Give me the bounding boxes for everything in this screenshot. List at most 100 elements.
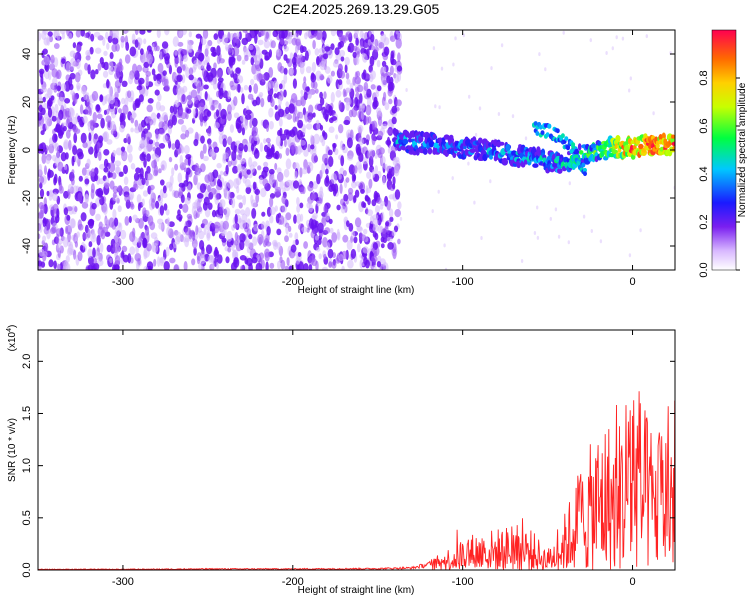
noise-mark — [277, 260, 281, 270]
noise-mark — [264, 248, 270, 258]
noise-mark — [347, 192, 353, 202]
noise-mark — [303, 76, 307, 84]
noise-mark — [198, 263, 203, 270]
noise-mark — [168, 156, 173, 163]
noise-mark — [219, 206, 225, 215]
noise-mark — [204, 174, 211, 184]
noise-mark — [290, 93, 298, 103]
noise-mark — [237, 83, 241, 93]
noise-mark — [319, 75, 325, 81]
noise-mark — [80, 132, 87, 144]
signal-mark — [432, 133, 437, 139]
noise-mark — [353, 45, 358, 52]
noise-mark — [176, 84, 181, 96]
noise-mark — [296, 54, 301, 65]
noise-mark — [304, 113, 309, 123]
noise-mark — [180, 133, 187, 140]
noise-mark — [322, 130, 326, 137]
noise-mark — [252, 236, 258, 246]
noise-mark — [53, 57, 59, 68]
noise-mark — [520, 259, 524, 263]
noise-mark — [283, 45, 289, 52]
y-multiplier: (x104) — [6, 325, 18, 352]
noise-mark — [369, 55, 375, 67]
noise-mark — [357, 124, 364, 133]
noise-mark — [195, 225, 199, 236]
noise-mark — [217, 77, 224, 83]
noise-mark — [207, 184, 211, 193]
noise-mark — [120, 146, 126, 152]
noise-mark — [74, 206, 78, 213]
noise-mark — [112, 30, 119, 39]
signal-mark — [502, 158, 508, 166]
noise-mark — [71, 116, 78, 125]
signal-mark — [574, 154, 579, 160]
noise-mark — [372, 100, 378, 110]
noise-mark — [56, 69, 62, 80]
noise-mark — [130, 163, 136, 170]
noise-mark — [145, 131, 152, 140]
noise-mark — [222, 220, 229, 230]
noise-mark — [134, 39, 139, 48]
noise-mark — [182, 64, 186, 71]
noise-mark — [265, 31, 269, 39]
noise-mark — [210, 187, 217, 195]
y-tick-label: 20 — [21, 96, 33, 108]
noise-mark — [319, 124, 324, 131]
signal-mark — [402, 138, 409, 145]
noise-mark — [39, 188, 45, 198]
noise-mark — [99, 163, 106, 170]
noise-mark — [108, 85, 112, 97]
noise-mark — [292, 61, 297, 69]
noise-mark — [132, 214, 138, 221]
noise-mark — [454, 36, 457, 41]
noise-mark — [319, 97, 325, 106]
noise-mark — [93, 257, 97, 265]
signal-mark — [477, 137, 483, 144]
noise-mark — [305, 66, 312, 74]
noise-mark — [53, 176, 57, 186]
noise-mark — [254, 188, 260, 195]
noise-mark — [60, 152, 67, 162]
noise-mark — [346, 78, 351, 85]
noise-mark — [38, 31, 42, 42]
noise-mark — [362, 157, 368, 165]
noise-mark — [103, 158, 109, 168]
noise-mark — [348, 109, 354, 118]
noise-mark — [39, 123, 44, 131]
noise-mark — [47, 169, 54, 178]
noise-mark — [288, 225, 292, 232]
noise-mark — [199, 183, 207, 194]
signal-mark — [577, 143, 582, 151]
noise-mark — [259, 142, 263, 153]
noise-mark — [336, 204, 341, 211]
noise-mark — [95, 213, 101, 221]
noise-mark — [109, 30, 113, 40]
noise-mark — [84, 62, 89, 71]
noise-mark — [257, 234, 264, 245]
noise-mark — [296, 145, 302, 155]
noise-mark — [249, 30, 257, 39]
noise-mark — [331, 261, 337, 269]
noise-mark — [308, 256, 314, 266]
noise-mark — [278, 83, 283, 90]
noise-mark — [146, 104, 153, 113]
noise-mark — [344, 64, 348, 73]
noise-mark — [567, 240, 570, 245]
noise-mark — [206, 64, 212, 72]
noise-mark — [143, 265, 149, 270]
noise-mark — [373, 96, 378, 104]
noise-mark — [395, 37, 402, 49]
noise-mark — [310, 134, 314, 145]
noise-mark — [307, 143, 311, 153]
y-tick-label: 1.5 — [21, 406, 33, 421]
signal-mark — [469, 148, 476, 154]
noise-mark — [106, 42, 110, 50]
noise-mark — [266, 124, 269, 132]
noise-mark — [191, 258, 196, 266]
noise-mark — [304, 50, 309, 61]
noise-mark — [219, 87, 224, 96]
noise-mark — [265, 137, 271, 143]
noise-mark — [183, 261, 188, 270]
noise-mark — [75, 44, 82, 53]
